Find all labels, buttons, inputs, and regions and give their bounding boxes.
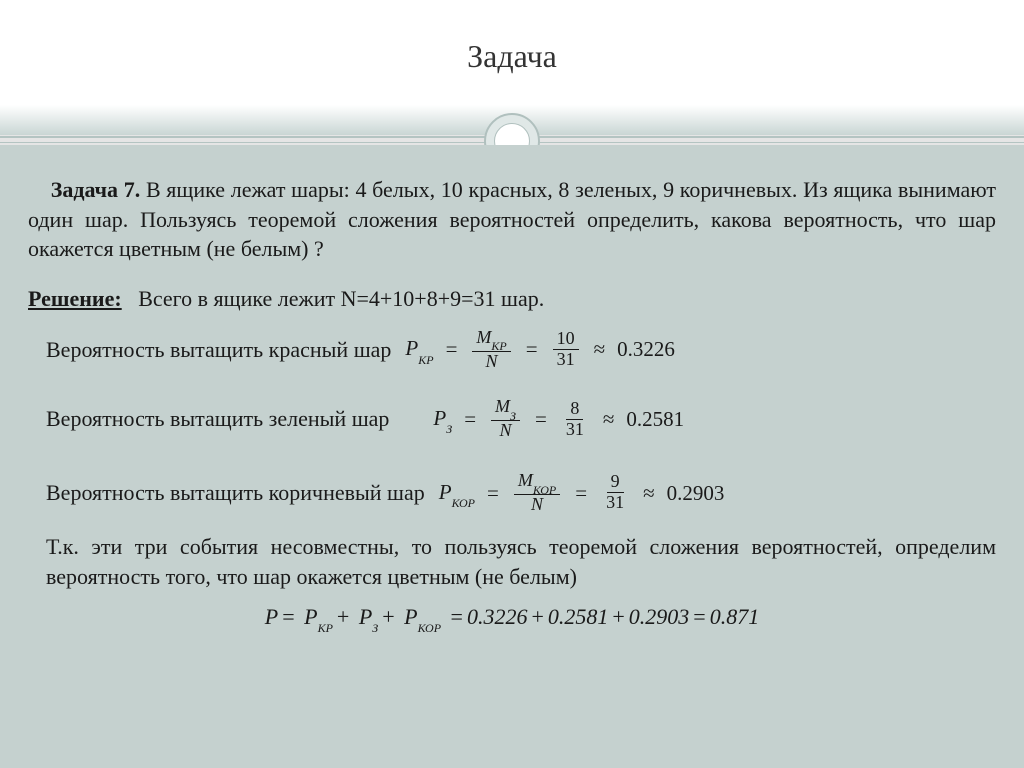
prob-label-green: Вероятность вытащить зеленый шар — [28, 404, 403, 434]
prob-label-red: Вероятность вытащить красный шар — [28, 335, 405, 365]
prob-formula-green: PЗ = MЗ N = 8 31 ≈ 0.2581 — [433, 397, 684, 441]
prob-label-brown: Вероятность вытащить коричневый шар — [28, 478, 439, 508]
total-text: Всего в ящике лежит N=4+10+8+9=31 шар. — [138, 286, 544, 311]
problem-label: Задача 7. — [51, 177, 140, 202]
probability-row-green: Вероятность вытащить зеленый шар PЗ = MЗ… — [28, 397, 996, 441]
conclusion-text: Т.к. эти три события несовместны, то пол… — [28, 532, 996, 591]
slide: Задача Задача 7. В ящике лежат шары: 4 б… — [0, 0, 1024, 768]
prob-formula-brown: PКОР = MКОР N = 9 31 ≈ 0.2903 — [439, 471, 725, 515]
solution-total: Решение: Всего в ящике лежит N=4+10+8+9=… — [28, 284, 996, 314]
problem-text: В ящике лежат шары: 4 белых, 10 красных,… — [28, 177, 996, 261]
slide-title: Задача — [0, 38, 1024, 75]
probability-row-red: Вероятность вытащить красный шар PКР = M… — [28, 328, 996, 372]
final-formula: P= PКР+ PЗ+ PКОР =0.3226+0.2581+0.2903=0… — [28, 602, 996, 634]
solution-label: Решение: — [28, 286, 122, 311]
body: Задача 7. В ящике лежат шары: 4 белых, 1… — [0, 145, 1024, 768]
problem-statement: Задача 7. В ящике лежат шары: 4 белых, 1… — [28, 175, 996, 264]
probability-row-brown: Вероятность вытащить коричневый шар PКОР… — [28, 471, 996, 515]
prob-formula-red: PКР = MКР N = 10 31 ≈ 0.3226 — [405, 328, 674, 372]
